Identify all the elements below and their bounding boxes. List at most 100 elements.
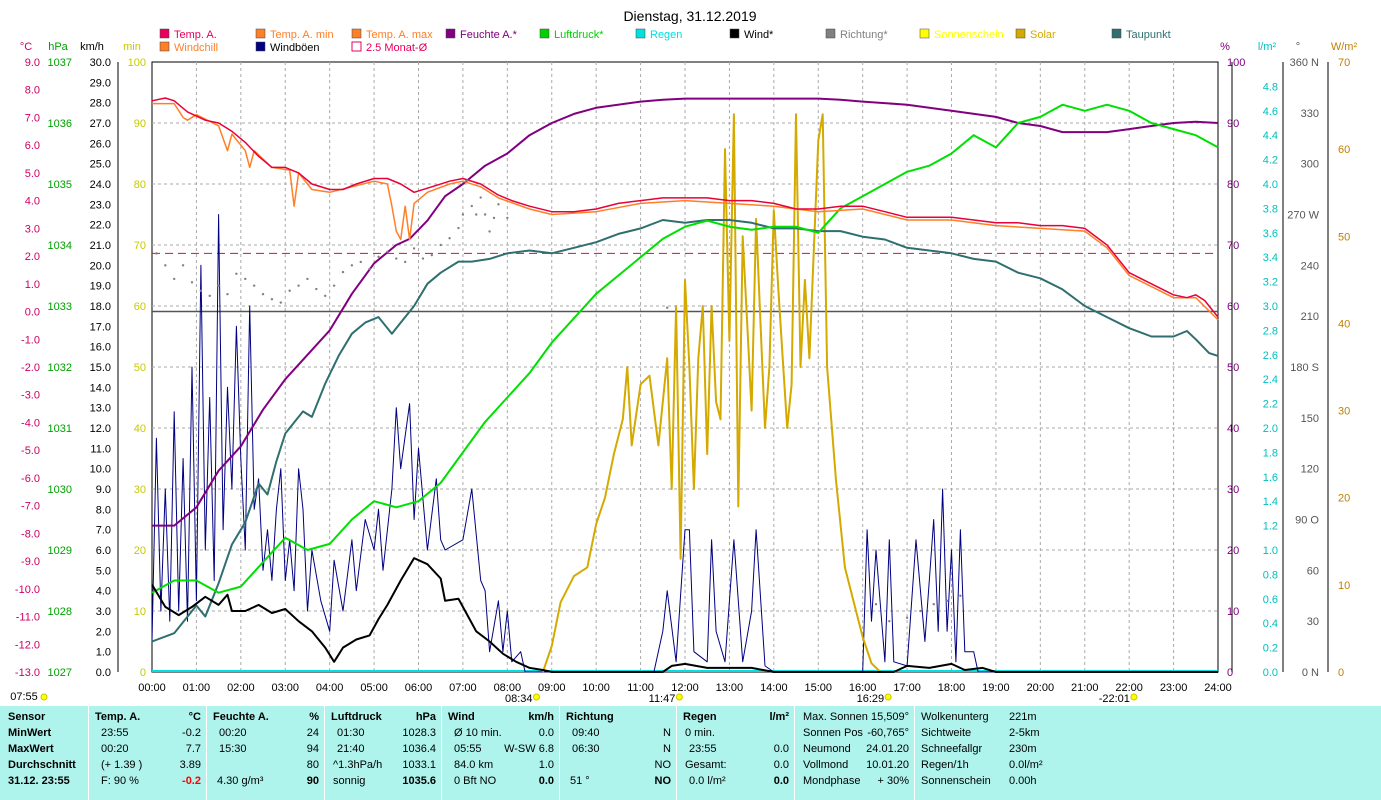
dir-r2-time: 06:30 — [572, 743, 600, 755]
hum-min-time: 00:20 — [219, 727, 247, 739]
legend-label: Solar — [1030, 29, 1056, 41]
axes: 9.0 8.0 7.0 6.0 5.0 4.0 3.0 2.0 1.0 0.0 -1.0 -2.0 -3… — [15, 57, 1350, 679]
x-tick-label: 14:00 — [760, 682, 788, 694]
direction-point — [421, 257, 425, 260]
tick-label: 0 — [140, 667, 146, 679]
tick-label: 60 — [1307, 565, 1319, 577]
misc-r4-val: 0.0l/m² — [1009, 759, 1043, 771]
tick-label: -11.0 — [16, 612, 40, 624]
stats-panel: Sensor MinWert MaxWert Durchschnitt 31.1… — [0, 706, 1381, 800]
tick-label: 13.0 — [90, 403, 111, 415]
tick-label: 0.0 — [1263, 667, 1278, 679]
press-weather: sonnig — [333, 775, 366, 787]
hum-max-val: 94 — [306, 743, 319, 755]
direction-point — [457, 226, 460, 230]
legend-swatch — [351, 41, 362, 52]
direction-point — [244, 277, 247, 281]
wind-r1-label: Ø 10 min. — [454, 727, 502, 739]
press-max-time: 21:40 — [337, 743, 365, 755]
direction-point — [279, 301, 283, 304]
sun-icon — [675, 693, 683, 701]
tick-label: 1034 — [48, 240, 72, 252]
tick-label: 0.0 — [25, 307, 40, 319]
hum-abs: 4.30 g/m³ — [217, 775, 264, 787]
x-tick-label: 17:00 — [893, 682, 921, 694]
direction-point — [315, 287, 318, 291]
direction-point — [359, 260, 362, 264]
direction-point — [461, 213, 465, 216]
tick-label: 11.0 — [90, 443, 111, 455]
tick-label: -2.0 — [21, 362, 40, 374]
series-luftdruck- — [151, 103, 1219, 594]
time-marker-label: 16:29 — [857, 693, 885, 705]
tick-label: 1027 — [48, 667, 72, 679]
direction-point — [252, 284, 256, 287]
x-tick-label: 18:00 — [938, 682, 966, 694]
legend-swatch — [729, 28, 740, 39]
tick-label: 3.4 — [1263, 252, 1278, 264]
x-tick-label: 22:00 — [1115, 682, 1143, 694]
x-tick-label: 07:00 — [449, 682, 477, 694]
legend-swatch — [635, 28, 646, 39]
press-min-time: 01:30 — [337, 727, 365, 739]
tick-label: 26.0 — [90, 138, 111, 150]
misc-r2-val: 2-5km — [1009, 727, 1040, 739]
direction-point — [164, 264, 167, 267]
direction-point — [332, 284, 336, 287]
tick-label: 3.0 — [96, 606, 111, 618]
tick-label: 210 — [1301, 311, 1319, 323]
time-marker: 16:29 — [857, 693, 892, 705]
axis-unit: hPa — [48, 41, 68, 53]
direction-point — [945, 599, 949, 603]
x-tick-label: 02:00 — [227, 682, 255, 694]
sun-icon — [884, 693, 892, 701]
row-avg: Durchschnitt — [8, 759, 76, 771]
temp-unit: °C — [188, 711, 201, 723]
direction-point — [181, 264, 185, 267]
tick-label: -3.0 — [21, 390, 40, 402]
col-pressure: Luftdruck hPa 01:30 1028.3 21:40 1036.4 … — [324, 706, 442, 800]
tick-label: 10 — [134, 606, 146, 618]
x-tick-label: 03:00 — [271, 682, 299, 694]
dir-r1-val: N — [663, 727, 671, 739]
tick-label: 20.0 — [90, 260, 111, 272]
press-unit: hPa — [415, 711, 436, 723]
legend-item: Luftdruck* — [539, 28, 604, 41]
tick-label: 1.0 — [96, 647, 111, 659]
time-marker: -22:01 — [1099, 693, 1138, 705]
tick-label: 20 — [1338, 493, 1350, 505]
direction-point — [475, 213, 478, 216]
misc-r5-val: 0.00h — [1009, 775, 1037, 787]
tick-label: 1035 — [48, 179, 72, 191]
series-solar — [541, 113, 882, 673]
wind-r4-val: 0.0 — [538, 775, 554, 787]
tick-label: 1032 — [48, 362, 72, 374]
press-trend: ^1.3hPa/h — [333, 759, 383, 771]
press-avg-val: 1033.1 — [402, 759, 436, 771]
tick-label: 100 — [1227, 57, 1245, 69]
direction-point — [226, 292, 229, 296]
weather-chart: Dienstag, 31.12.2019 Temp. A. Temp. A. mi… — [10, 8, 1358, 705]
tick-label: 2.8 — [1263, 325, 1278, 337]
rain-r4-val: 0.0 — [773, 775, 789, 787]
tick-label: 1.0 — [25, 279, 40, 291]
col-rain: Regen l/m² 0 min. 23:55 0.0 Gesamt: 0.0 … — [676, 706, 795, 800]
direction-point — [412, 247, 416, 250]
legend-label: Richtung* — [840, 29, 888, 41]
legend-label: Sonnenschein — [934, 29, 1004, 41]
temp-min-time: 23:55 — [101, 727, 129, 739]
temp-max-time: 00:20 — [101, 743, 129, 755]
row-max: MaxWert — [8, 743, 54, 755]
col-temp: Temp. A. °C 23:55 -0.2 00:20 7.7 (+ 1.39… — [88, 706, 207, 800]
tick-label: 5.0 — [96, 565, 111, 577]
dir-r1-time: 09:40 — [572, 727, 600, 739]
tick-label: 0.0 — [96, 667, 111, 679]
direction-point — [506, 216, 509, 220]
col-astro: Max. Sonnen 15,509° Sonnen Pos -60,765° … — [794, 706, 915, 800]
tick-label: 90 — [1227, 118, 1239, 130]
tick-label: 0 — [1338, 667, 1344, 679]
tick-label: 40 — [1338, 318, 1350, 330]
direction-point — [173, 277, 176, 281]
tick-label: 2.4 — [1263, 374, 1278, 386]
axis-unit: % — [1220, 41, 1230, 53]
